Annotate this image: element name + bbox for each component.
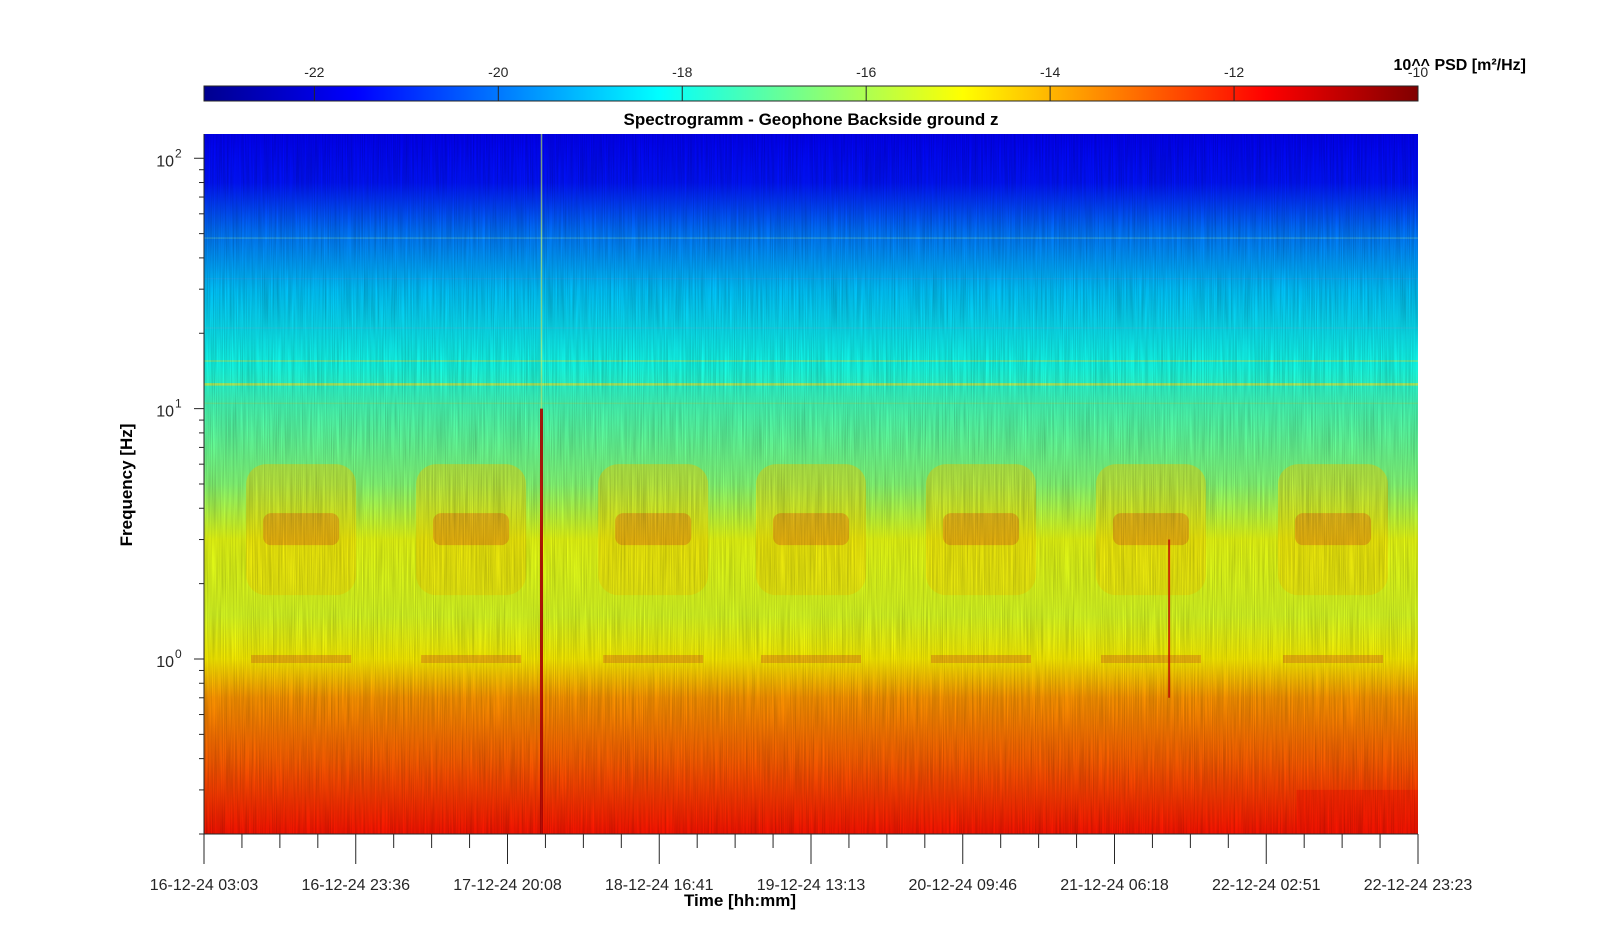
colorbar-tick: -10 xyxy=(1408,64,1428,101)
x-tick-label: 21-12-24 06:18 xyxy=(1060,877,1169,894)
colorbar: -22 -20 -18 -16 -14 -12 -10 10^^ PSD [m²/Hz] xyxy=(203,57,1526,102)
chart-title: Spectrogramm - Geophone Backside ground … xyxy=(623,110,998,129)
x-tick-label: 16-12-24 03:03 xyxy=(150,877,259,894)
colorbar-tick: -18 xyxy=(672,64,693,101)
colorbar-label: 10^^ PSD [m²/Hz] xyxy=(1394,57,1526,74)
y-tick-exponent: 2 xyxy=(175,146,182,160)
colorbar-tick-label: -16 xyxy=(856,64,876,80)
colorbar-tick: -12 xyxy=(1224,64,1244,101)
x-tick-label: 19-12-24 13:13 xyxy=(757,877,866,894)
colorbar-tick: -20 xyxy=(488,64,509,101)
x-tick-label: 20-12-24 09:46 xyxy=(908,877,1017,894)
colorbar-bar xyxy=(203,85,1419,102)
x-axis-ticks: 16-12-24 03:03 16-12-24 23:36 17-12-24 20:… xyxy=(150,834,1473,894)
y-axis-label: Frequency [Hz] xyxy=(117,424,136,547)
x-tick-label: 22-12-24 23:23 xyxy=(1364,877,1473,894)
y-tick-label: 10 xyxy=(156,654,174,671)
x-tick-label: 22-12-24 02:51 xyxy=(1212,877,1321,894)
x-axis-label: Time [hh:mm] xyxy=(684,891,796,910)
colorbar-tick: -14 xyxy=(1040,64,1060,101)
colorbar-tick-label: -12 xyxy=(1224,64,1244,80)
colorbar-ticks: -22 -20 -18 -16 -14 -12 -10 xyxy=(304,64,1428,101)
y-tick-exponent: 0 xyxy=(175,647,182,661)
x-tick-label: 18-12-24 16:41 xyxy=(605,877,714,894)
y-tick-exponent: 1 xyxy=(175,397,182,411)
colorbar-tick-label: -14 xyxy=(1040,64,1060,80)
y-tick-label: 10 xyxy=(156,404,174,421)
y-tick-label: 10 xyxy=(156,153,174,170)
colorbar-tick-label: -10 xyxy=(1408,64,1428,80)
spectrogram-image xyxy=(204,134,1418,834)
colorbar-tick-label: -22 xyxy=(304,64,324,80)
colorbar-tick-label: -20 xyxy=(488,64,508,80)
spectrum-noise xyxy=(204,134,1418,834)
x-tick-label: 16-12-24 23:36 xyxy=(301,877,410,894)
x-tick-label: 17-12-24 20:08 xyxy=(453,877,562,894)
colorbar-tick: -16 xyxy=(856,64,877,101)
colorbar-tick-label: -18 xyxy=(672,64,692,80)
colorbar-tick: -22 xyxy=(304,64,325,101)
